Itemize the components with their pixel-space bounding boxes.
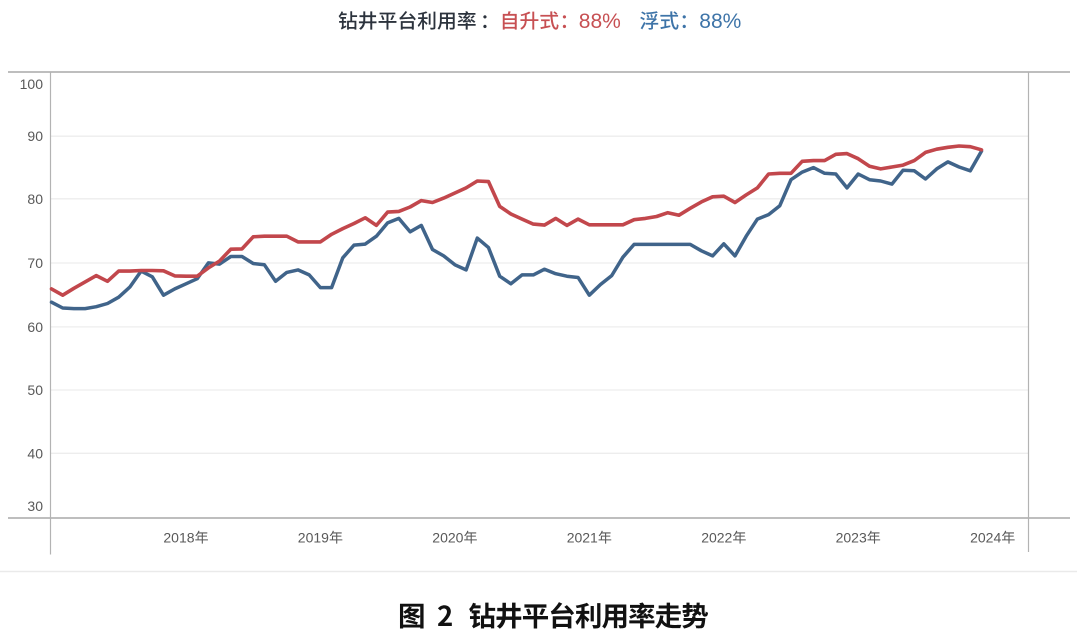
svg-text:100: 100 [20,76,44,92]
svg-text:2020: 2020 [432,530,463,546]
svg-text:2023: 2023 [836,530,867,546]
svg-text:88%: 88% [699,10,741,33]
svg-text:2021: 2021 [567,530,598,546]
svg-text:80: 80 [27,191,43,207]
svg-text:40: 40 [27,445,43,461]
svg-text:50: 50 [27,382,43,398]
svg-text:70: 70 [27,255,43,271]
svg-text:60: 60 [27,319,43,335]
svg-text:2022: 2022 [701,530,732,546]
svg-text:90: 90 [27,128,43,144]
svg-text:2024: 2024 [970,530,1001,546]
svg-text:30: 30 [27,498,43,514]
svg-text:2019: 2019 [298,530,329,546]
svg-text:88%: 88% [579,10,621,33]
svg-text:2018: 2018 [163,530,194,546]
